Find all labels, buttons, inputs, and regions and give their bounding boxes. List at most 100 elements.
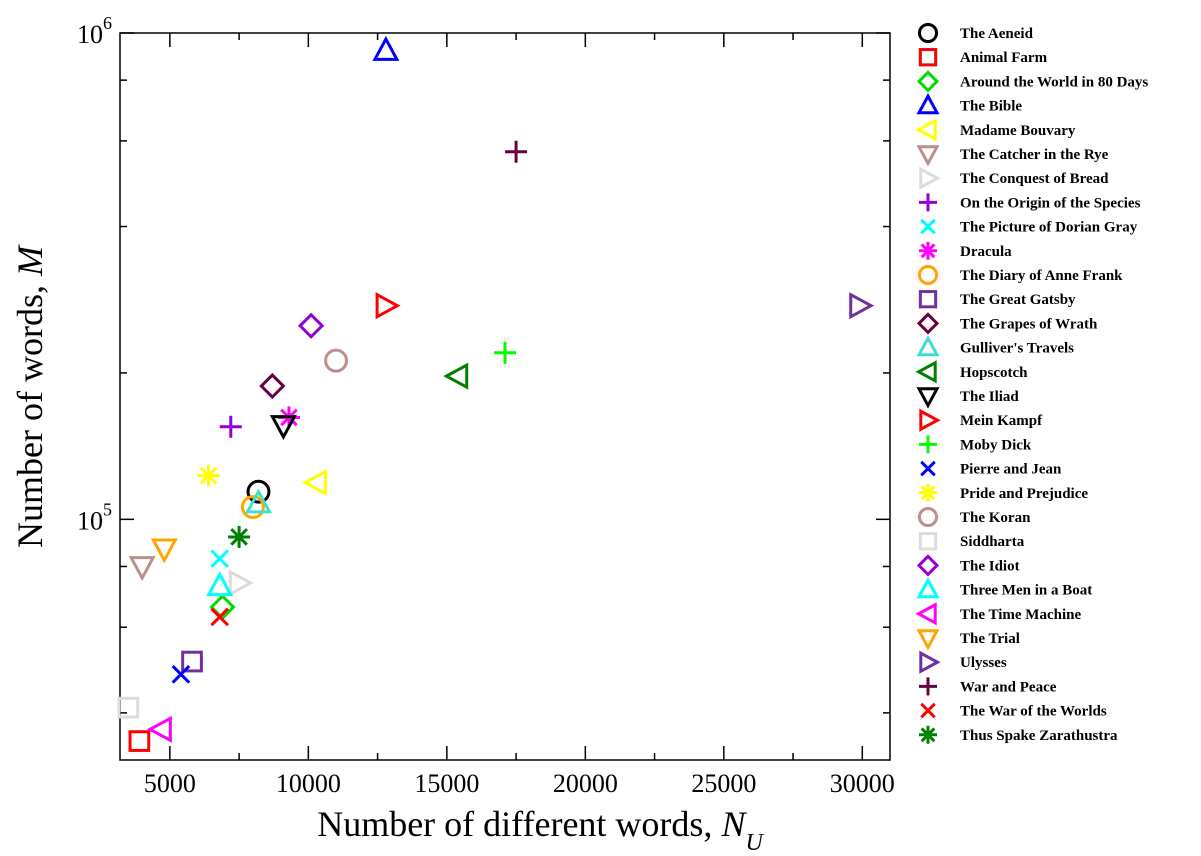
legend-marker — [916, 312, 940, 335]
legend-item: The Koran — [917, 506, 1031, 528]
data-point — [228, 525, 251, 548]
data-point — [246, 479, 271, 504]
legend-item: Animal Farm — [918, 48, 1048, 67]
legend-label: Moby Dick — [960, 437, 1032, 453]
legend-label: Dracula — [960, 244, 1012, 260]
legend-label: Mein Kampf — [960, 413, 1043, 429]
data-point — [128, 556, 156, 582]
legend-marker — [919, 166, 941, 190]
legend-label: Around the World in 80 Days — [960, 74, 1148, 90]
data-point — [210, 607, 230, 627]
legend-item: The Grapes of Wrath — [916, 312, 1098, 335]
legend-marker — [917, 22, 939, 44]
data-point — [244, 488, 273, 514]
legend-marker — [918, 532, 938, 551]
legend-marker — [919, 650, 941, 674]
data-points — [117, 35, 875, 752]
legend-item: Around the World in 80 Days — [916, 70, 1148, 93]
data-point — [150, 538, 178, 564]
legend-marker — [915, 602, 937, 626]
data-point — [301, 469, 327, 497]
legend-marker — [917, 264, 939, 286]
data-point — [505, 140, 528, 163]
legend-label: War and Peace — [960, 679, 1057, 695]
data-point — [206, 571, 234, 597]
data-point — [297, 312, 325, 339]
legend-label: Madame Bouvary — [960, 123, 1076, 139]
x-tick-label: 10000 — [276, 769, 341, 798]
legend-marker — [916, 554, 940, 577]
legend-item: Pride and Prejudice — [919, 483, 1088, 502]
legend-marker — [917, 506, 939, 528]
x-tick-label: 25000 — [691, 769, 756, 798]
legend-marker — [919, 241, 937, 260]
legend-label: The Trial — [960, 631, 1020, 647]
legend-marker — [916, 145, 940, 167]
legend-label: Three Men in a Boat — [960, 583, 1092, 599]
data-point — [259, 372, 286, 400]
legend-item: Gulliver's Travels — [916, 334, 1074, 357]
legend-marker — [919, 408, 941, 432]
y-axis-title: Number of words, M — [10, 244, 50, 548]
legend-marker — [916, 334, 940, 357]
legend-marker — [918, 48, 938, 67]
legend-item: The Iliad — [916, 387, 1019, 409]
legend-label: The Iliad — [960, 389, 1019, 405]
legend-item: The Picture of Dorian Gray — [920, 218, 1138, 236]
legend-item: The Time Machine — [915, 602, 1081, 626]
x-axis-title: Number of different words, NU — [317, 804, 764, 856]
legend-item: The Idiot — [916, 554, 1020, 577]
legend-marker — [915, 118, 937, 142]
legend-marker — [919, 435, 937, 454]
data-point — [219, 415, 242, 438]
legend-label: The Idiot — [960, 558, 1020, 574]
legend-item: Hopscotch — [915, 360, 1028, 384]
data-point — [146, 715, 172, 743]
legend-label: The Time Machine — [960, 607, 1081, 623]
legend-label: Ulysses — [960, 655, 1007, 671]
data-point — [128, 730, 151, 752]
legend-item: The Catcher in the Rye — [916, 145, 1109, 167]
data-point — [372, 35, 400, 61]
legend-label: The Grapes of Wrath — [960, 316, 1098, 332]
legend-item: The Great Gatsby — [918, 290, 1076, 309]
legend-marker — [919, 677, 937, 696]
legend-marker — [916, 92, 940, 115]
x-tick-label: 30000 — [830, 769, 895, 798]
legend-item: Siddharta — [918, 532, 1025, 551]
x-axis-symbol: N — [720, 804, 747, 844]
plot-frame — [119, 32, 891, 761]
legend-label: Hopscotch — [960, 365, 1028, 381]
legend-label: The Diary of Anne Frank — [960, 268, 1123, 284]
legend-label: The Great Gatsby — [960, 292, 1076, 308]
x-tick-label: 20000 — [553, 769, 618, 798]
legend-marker — [916, 576, 940, 599]
x-axis-subscript: U — [745, 830, 764, 856]
x-tick-labels: 5000 10000 15000 20000 25000 30000 — [144, 769, 895, 798]
legend-marker — [920, 460, 936, 477]
y-tick-labels: 105 106 — [77, 13, 112, 535]
legend-item: Thus Spake Zarathustra — [919, 725, 1118, 744]
legend-label: The Picture of Dorian Gray — [960, 220, 1138, 236]
data-point — [181, 650, 203, 673]
legend-marker — [918, 290, 938, 309]
legend-label: Siddharta — [960, 534, 1025, 550]
legend-item: Mein Kampf — [919, 408, 1043, 432]
legend-label: Pierre and Jean — [960, 462, 1062, 478]
legend-item: War and Peace — [919, 677, 1057, 696]
legend-item: The Diary of Anne Frank — [917, 264, 1123, 286]
data-point — [849, 292, 875, 320]
legend-item: The Conquest of Bread — [919, 166, 1109, 190]
data-point — [228, 569, 254, 597]
data-point — [197, 464, 220, 487]
legend-marker — [919, 483, 937, 502]
y-axis-title-text: Number of words, — [10, 276, 50, 548]
legend-item: Ulysses — [919, 650, 1007, 674]
legend-marker — [916, 629, 940, 651]
data-point — [171, 665, 191, 684]
data-point — [210, 549, 230, 569]
x-tick-label: 15000 — [414, 769, 479, 798]
legend-label: The Conquest of Bread — [960, 171, 1109, 187]
legend-item: Dracula — [919, 241, 1012, 260]
